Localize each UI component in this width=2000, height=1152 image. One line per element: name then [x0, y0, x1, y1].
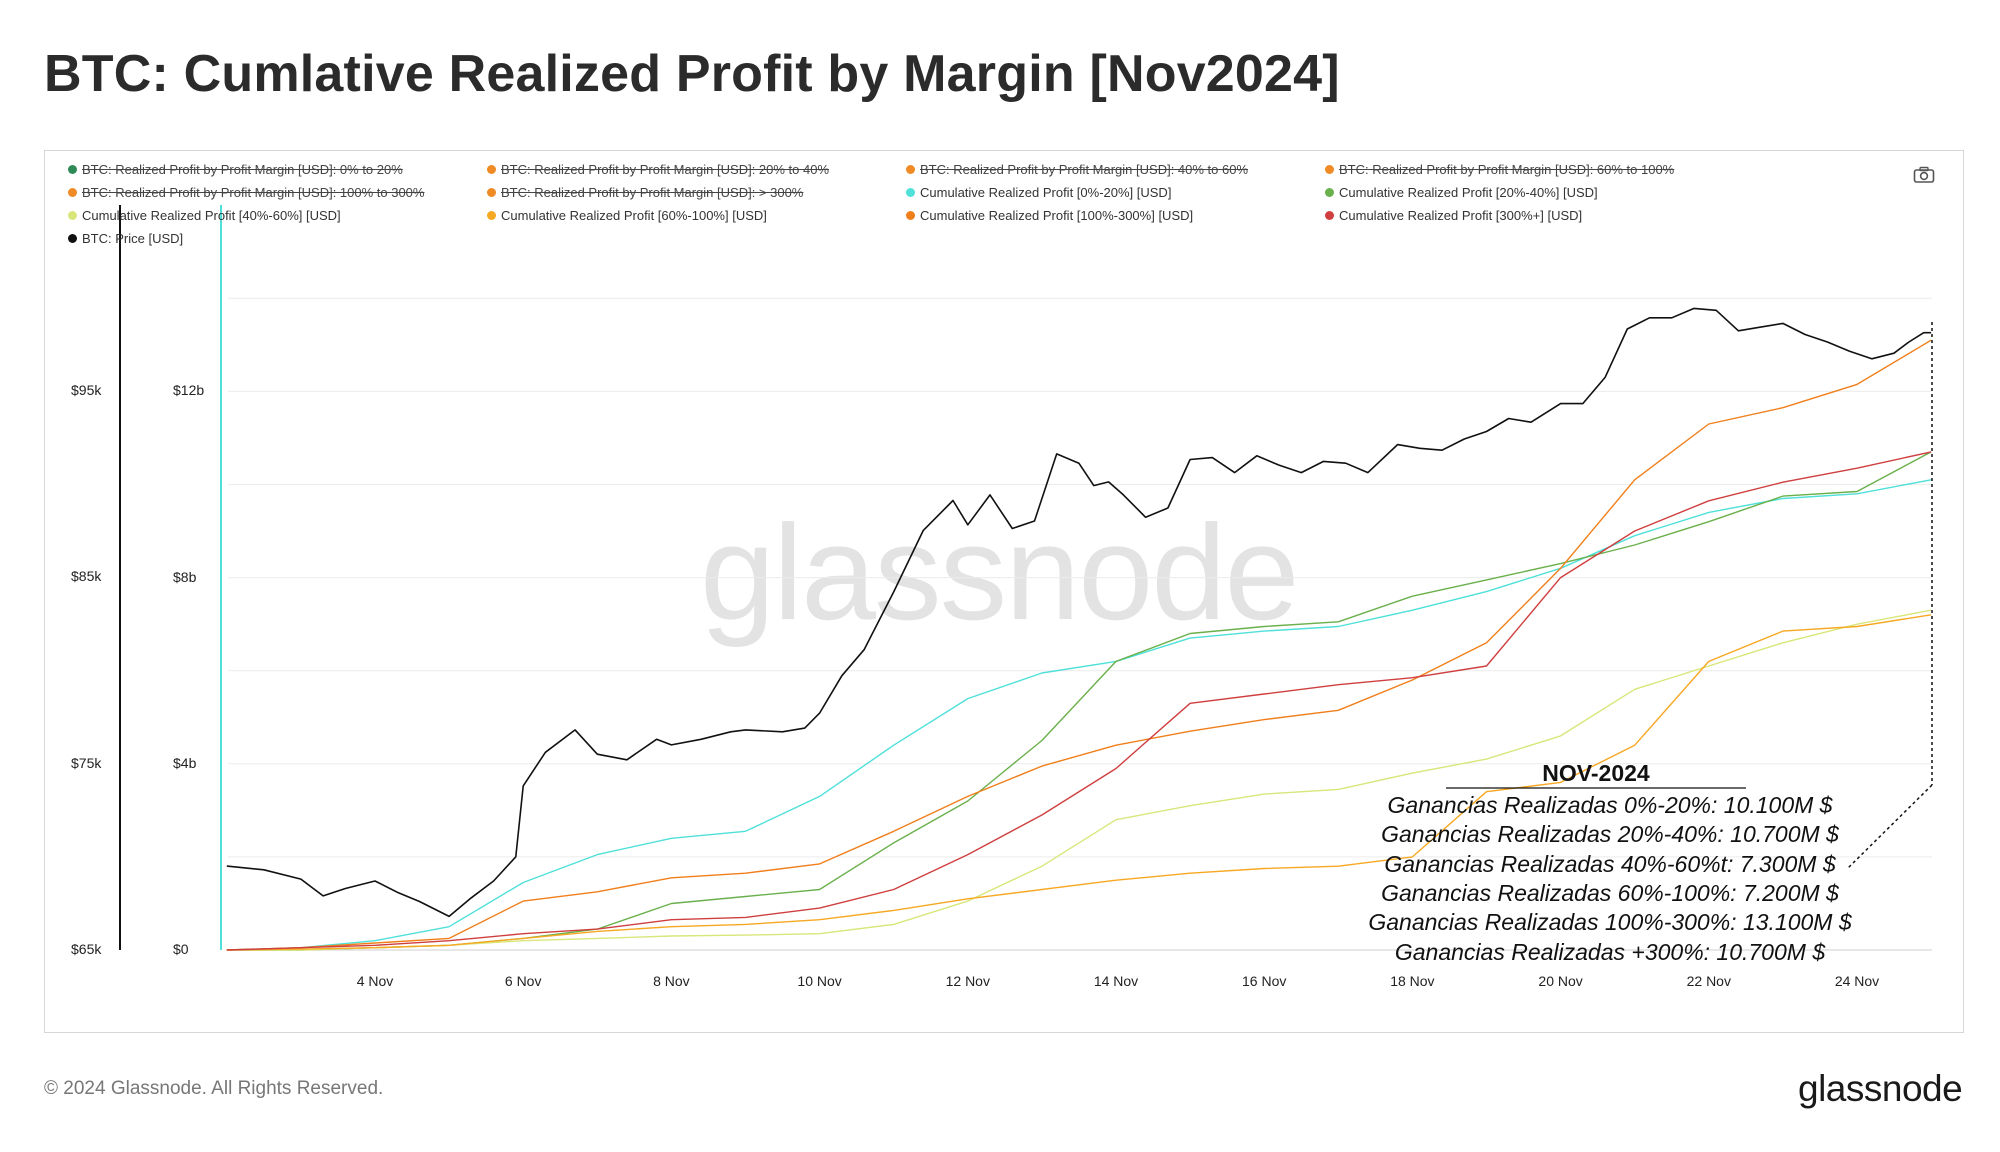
annotation-pointer	[1847, 784, 1933, 869]
legend-item[interactable]: Cumulative Realized Profit [0%-20%] [USD…	[906, 185, 1171, 200]
x-tick-label: 10 Nov	[797, 973, 842, 989]
legend-item[interactable]: BTC: Realized Profit by Profit Margin [U…	[68, 185, 424, 200]
copyright-footer: © 2024 Glassnode. All Rights Reserved.	[44, 1078, 384, 1099]
series-line	[226, 609, 1932, 951]
y-left-tick-label: $95k	[71, 381, 102, 398]
x-tick-label: 24 Nov	[1834, 973, 1880, 989]
legend-item[interactable]: BTC: Realized Profit by Profit Margin [U…	[68, 162, 403, 177]
legend-item[interactable]: Cumulative Realized Profit [300%+] [USD]	[1325, 208, 1582, 223]
x-tick-label: 18 Nov	[1390, 973, 1435, 989]
annotation-line: Ganancias Realizadas 20%-40%: 10.700M $	[1381, 821, 1839, 848]
legend-label: BTC: Realized Profit by Profit Margin [U…	[82, 185, 425, 200]
series-line	[226, 339, 1932, 951]
series-line	[226, 307, 1932, 918]
legend-dot	[487, 211, 496, 220]
legend-item[interactable]: BTC: Realized Profit by Profit Margin [U…	[487, 185, 803, 200]
x-tick-label: 16 Nov	[1242, 973, 1287, 989]
x-tick-label: 14 Nov	[1093, 973, 1139, 989]
legend-item[interactable]: BTC: Price [USD]	[68, 231, 183, 246]
y-right-tick-label: $0	[173, 941, 189, 957]
y-right-tick-label: $4b	[173, 754, 197, 771]
y-right-tick-label: $8b	[173, 568, 197, 585]
series-line	[226, 479, 1932, 951]
legend-item[interactable]: Cumulative Realized Profit [40%-60%] [US…	[68, 208, 341, 223]
legend-item[interactable]: BTC: Realized Profit by Profit Margin [U…	[1325, 162, 1674, 177]
annotation-line: Ganancias Realizadas 100%-300%: 13.100M …	[1368, 909, 1852, 936]
legend-dot	[906, 188, 915, 197]
series-line	[226, 614, 1932, 951]
series-line	[226, 451, 1932, 951]
legend-item[interactable]: Cumulative Realized Profit [100%-300%] […	[906, 208, 1193, 223]
chart-frame	[44, 150, 1964, 1033]
legend-dot	[906, 211, 915, 220]
page-title: BTC: Cumlative Realized Profit by Margin…	[44, 45, 1340, 103]
x-tick-label: 4 Nov	[356, 973, 394, 989]
legend-label: Cumulative Realized Profit [0%-20%] [USD…	[920, 185, 1172, 200]
legend-dot	[68, 188, 77, 197]
annotation-line: Ganancias Realizadas 60%-100%: 7.200M $	[1381, 879, 1839, 906]
legend-dot	[487, 188, 496, 197]
legend-dot	[68, 234, 77, 243]
legend-label: Cumulative Realized Profit [100%-300%] […	[920, 208, 1194, 223]
legend-dot	[68, 211, 77, 220]
annotation-title: NOV-2024	[1542, 760, 1650, 786]
legend-dot	[68, 165, 77, 174]
x-tick-label: 20 Nov	[1538, 973, 1583, 989]
legend-label: Cumulative Realized Profit [60%-100%] [U…	[501, 208, 767, 223]
legend-dot	[1325, 211, 1334, 220]
y-left-tick-label: $65k	[71, 941, 102, 957]
y-right-tick-label: $12b	[173, 382, 205, 399]
legend-dot	[1325, 165, 1334, 174]
annotation-line: Ganancias Realizadas 40%-60%t: 7.300M $	[1384, 850, 1836, 877]
x-tick-label: 6 Nov	[504, 973, 542, 989]
camera-icon[interactable]	[1913, 166, 1935, 184]
legend-label: BTC: Realized Profit by Profit Margin [U…	[501, 185, 804, 200]
legend-item[interactable]: BTC: Realized Profit by Profit Margin [U…	[487, 162, 829, 177]
brand-logo: glassnode	[1798, 1068, 1963, 1109]
legend-dot	[487, 165, 496, 174]
legend-label: Cumulative Realized Profit [40%-60%] [US…	[82, 208, 341, 223]
legend-label: BTC: Realized Profit by Profit Margin [U…	[1339, 162, 1675, 177]
legend-label: BTC: Realized Profit by Profit Margin [U…	[501, 162, 830, 177]
y-left-tick-label: $85k	[71, 568, 102, 584]
legend-label: Cumulative Realized Profit [20%-40%] [US…	[1339, 185, 1598, 200]
x-tick-label: 8 Nov	[653, 973, 690, 989]
x-tick-label: 12 Nov	[945, 973, 990, 989]
legend-label: Cumulative Realized Profit [300%+] [USD]	[1339, 208, 1583, 223]
x-tick-label: 22 Nov	[1686, 973, 1731, 989]
legend-dot	[906, 165, 915, 174]
legend-item[interactable]: Cumulative Realized Profit [20%-40%] [US…	[1325, 185, 1598, 200]
watermark-logo: glassnode	[700, 497, 1299, 648]
y-left-tick-label: $75k	[71, 754, 102, 771]
legend-label: BTC: Price [USD]	[82, 231, 184, 246]
legend-label: BTC: Realized Profit by Profit Margin [U…	[920, 162, 1249, 177]
legend-dot	[1325, 188, 1334, 197]
legend-item[interactable]: Cumulative Realized Profit [60%-100%] [U…	[487, 208, 767, 223]
legend-label: BTC: Realized Profit by Profit Margin [U…	[82, 162, 403, 177]
legend-item[interactable]: BTC: Realized Profit by Profit Margin [U…	[906, 162, 1248, 177]
annotation-line: Ganancias Realizadas +300%: 10.700M $	[1394, 938, 1826, 965]
annotation-line: Ganancias Realizadas 0%-20%: 10.100M $	[1387, 792, 1833, 818]
